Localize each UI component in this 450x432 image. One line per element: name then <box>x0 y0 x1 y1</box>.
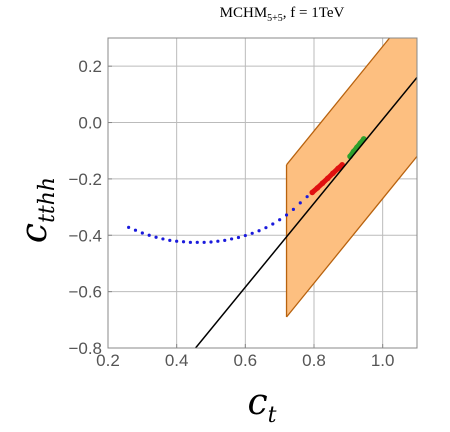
blue-point <box>195 240 199 244</box>
chart-title: MCHM5+5, f = 1TeV <box>220 5 345 24</box>
blue-point <box>161 237 165 241</box>
y-tick-label: −0.8 <box>68 339 102 358</box>
blue-point <box>181 240 186 244</box>
y-tick-label: 0.0 <box>78 114 102 133</box>
blue-point <box>298 201 302 205</box>
y-tick-label: 0.2 <box>78 57 102 76</box>
red-segment <box>309 162 345 195</box>
blue-point <box>223 238 227 242</box>
blue-point <box>133 228 138 232</box>
blue-point <box>264 226 268 230</box>
band-lower-edge <box>286 155 417 318</box>
blue-point <box>257 229 261 233</box>
band-upper-edge <box>286 38 391 166</box>
y-axis-label-main: c <box>14 223 55 243</box>
y-tick-label: −0.6 <box>68 283 102 302</box>
reference-line <box>194 76 417 348</box>
y-tick-label: −0.4 <box>68 226 102 245</box>
y-axis-label: ctthh <box>14 177 60 243</box>
blue-point <box>202 240 206 244</box>
blue-point <box>271 222 275 226</box>
x-tick-label: 0.6 <box>234 351 258 370</box>
x-tick-labels: 0.2 0.4 0.6 0.8 1.0 <box>96 344 394 370</box>
y-tick-labels: −0.8 −0.6 −0.4 −0.2 0.0 0.2 <box>68 57 112 358</box>
blue-point <box>188 240 192 244</box>
chart-title-rest: , f = 1TeV <box>283 5 345 21</box>
x-axis-label-sub: t <box>268 403 277 428</box>
green-segment <box>347 136 367 159</box>
blue-point <box>127 225 131 229</box>
blue-point <box>230 237 234 241</box>
blue-point <box>147 233 151 237</box>
blue-point <box>216 239 220 243</box>
blue-point <box>305 195 309 199</box>
x-axis-label: ct <box>247 382 276 428</box>
band-layer <box>285 38 417 318</box>
x-tick-label: 0.2 <box>96 351 120 370</box>
blue-point <box>278 218 282 222</box>
plot-area <box>107 37 418 349</box>
blue-point <box>291 207 295 211</box>
chart-title-sub: 5+5 <box>267 13 283 24</box>
blue-point <box>250 231 254 235</box>
x-axis-label-main: c <box>247 382 267 423</box>
blue-point <box>168 238 172 242</box>
exclusion-band <box>286 38 417 317</box>
blue-point <box>243 233 247 238</box>
blue-point <box>284 213 289 217</box>
x-tick-label: 0.8 <box>302 351 326 370</box>
y-tick-label: −0.2 <box>68 170 102 189</box>
blue-point <box>175 239 179 243</box>
blue-point <box>154 235 158 239</box>
blue-point <box>236 235 241 240</box>
x-tick-label: 0.4 <box>165 351 189 370</box>
x-tick-label: 1.0 <box>371 351 395 370</box>
blue-point <box>209 240 213 244</box>
blue-point <box>140 231 144 235</box>
line-layer <box>194 76 417 348</box>
y-axis-label-sub: tthh <box>35 177 60 223</box>
plot-frame <box>107 37 418 349</box>
chart-title-main: MCHM <box>220 5 268 21</box>
